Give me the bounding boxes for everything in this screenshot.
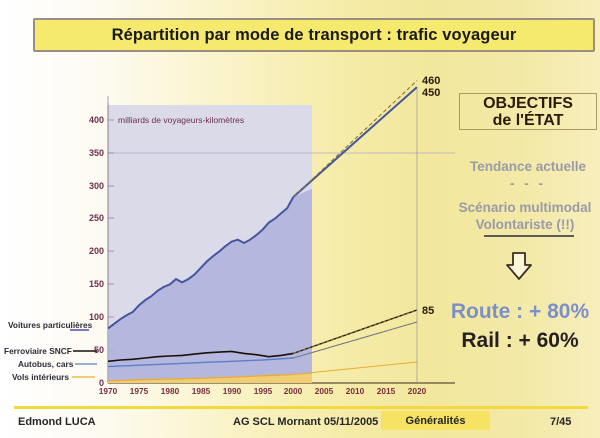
- svg-text:300: 300: [89, 181, 104, 191]
- svg-text:50: 50: [94, 345, 104, 355]
- svg-text:1975: 1975: [130, 386, 149, 396]
- svg-text:350: 350: [89, 148, 104, 158]
- svg-text:1995: 1995: [254, 386, 273, 396]
- svg-text:2020: 2020: [408, 386, 427, 396]
- svg-text:Ferroviaire SNCF: Ferroviaire SNCF: [4, 346, 72, 356]
- svg-text:400: 400: [89, 115, 104, 125]
- svg-text:85: 85: [422, 305, 434, 317]
- svg-text:450: 450: [422, 87, 440, 99]
- svg-text:2005: 2005: [315, 386, 334, 396]
- svg-text:200: 200: [89, 246, 104, 256]
- svg-text:milliards de voyageurs-kilomèt: milliards de voyageurs-kilomètres: [118, 115, 244, 125]
- svg-text:150: 150: [89, 279, 104, 289]
- svg-text:1980: 1980: [161, 386, 180, 396]
- svg-text:460: 460: [422, 75, 440, 87]
- svg-text:2015: 2015: [377, 386, 396, 396]
- svg-text:250: 250: [89, 213, 104, 223]
- svg-text:Vols intérieurs: Vols intérieurs: [12, 372, 69, 382]
- svg-text:Autobus, cars: Autobus, cars: [18, 359, 74, 369]
- svg-text:1985: 1985: [192, 386, 211, 396]
- svg-text:2010: 2010: [346, 386, 365, 396]
- svg-text:1990: 1990: [223, 386, 242, 396]
- svg-text:2000: 2000: [284, 386, 303, 396]
- svg-text:Voitures particulières: Voitures particulières: [8, 320, 93, 330]
- svg-text:1970: 1970: [99, 386, 118, 396]
